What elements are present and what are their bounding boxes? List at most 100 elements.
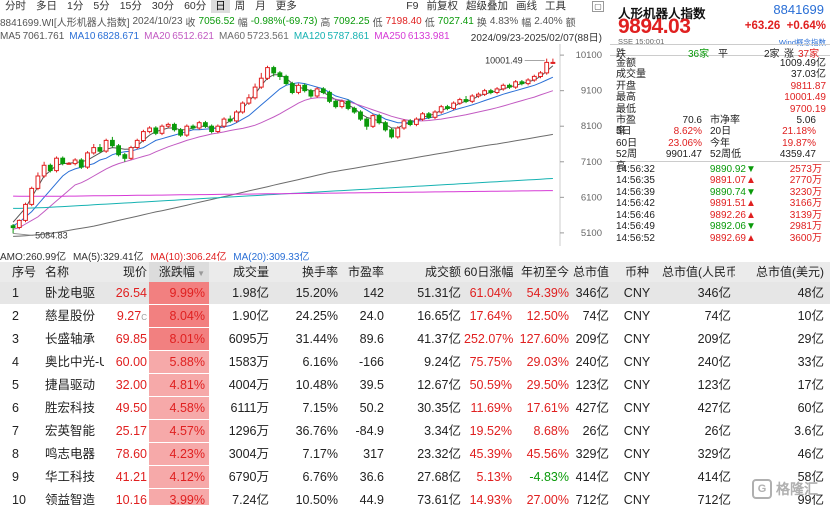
ratio-value: 9901.47: [665, 149, 702, 161]
candle-down: [47, 164, 53, 172]
stock-name[interactable]: 领益智造: [45, 493, 96, 505]
tool-4[interactable]: 工具: [545, 0, 566, 12]
stock-name[interactable]: 捷昌驱动: [45, 378, 96, 392]
tab-period-2[interactable]: 1分: [67, 0, 84, 12]
table-row[interactable]: 1 卧龙电驱 26.54 9.99% 1.98亿 15.20% 142 51.31亿 61.04…: [0, 282, 830, 305]
candle-up: [432, 111, 438, 118]
stock-name[interactable]: 鸣志电器: [45, 447, 96, 461]
market-cap: 74亿: [582, 309, 609, 323]
market-cap: 414亿: [575, 470, 609, 484]
column-header-8[interactable]: 60日涨幅: [464, 262, 514, 282]
tool-0[interactable]: F9: [406, 0, 419, 12]
tab-period-5[interactable]: 30分: [151, 0, 175, 12]
column-header-10[interactable]: 总市值: [572, 262, 612, 282]
column-header-5[interactable]: 换手率: [272, 262, 341, 282]
stock-name[interactable]: 奥比中光-U: [45, 355, 104, 369]
table-row[interactable]: 9 华工科技 41.21 4.12% 6790万 6.76% 36.6 27.68亿 5.13%…: [0, 466, 830, 489]
pe-ratio: 24.0: [359, 309, 384, 323]
column-header-7[interactable]: 成交额: [387, 262, 464, 282]
market-cap: 712亿: [575, 493, 609, 505]
candle-up: [482, 90, 488, 95]
candle-up: [395, 127, 401, 138]
tab-period-0[interactable]: 分时: [5, 0, 26, 12]
price-value: 9.27: [116, 309, 142, 323]
column-header-label: 涨跌幅: [158, 265, 195, 279]
tool-3[interactable]: 画线: [516, 0, 537, 12]
ma-line-ma250: [13, 190, 553, 197]
candle-down: [308, 90, 314, 97]
stock-name[interactable]: 卧龙电驱: [45, 286, 96, 300]
y-tick-label: 9100: [581, 86, 602, 97]
table-row[interactable]: 4 奥比中光-U 60.00 5.88% 1583万 6.16% -166 9.24亿 75.7…: [0, 351, 830, 374]
turnover: 7.15%: [302, 401, 338, 415]
table-row[interactable]: 10 领益智造 10.16 3.99% 7.24亿 10.50% 44.9 73.61亿 14.…: [0, 489, 830, 505]
candle-down: [97, 147, 103, 152]
table-row[interactable]: 6 胜宏科技 49.50 4.58% 6111万 7.15% 50.2 30.35亿 11.69…: [0, 397, 830, 420]
stock-name[interactable]: 长盛轴承: [45, 332, 96, 346]
change-60d: 45.39%: [469, 447, 512, 461]
market-cap: 240亿: [575, 355, 609, 369]
quote-change: +63.26 +0.64%: [744, 20, 826, 32]
stock-name[interactable]: 慈星股份: [45, 309, 96, 323]
column-header-2[interactable]: 现价: [104, 262, 149, 282]
table-row[interactable]: 5 捷昌驱动 32.00 4.81% 4004万 10.48% 39.5 12.67亿 50.5…: [0, 374, 830, 397]
column-header-3[interactable]: 涨跌幅 ▼: [149, 262, 209, 282]
change-pct: 4.23%: [149, 443, 209, 465]
stock-name[interactable]: 宏英智能: [45, 424, 96, 438]
tab-period-9[interactable]: 月: [255, 0, 266, 12]
candle-down: [351, 107, 357, 113]
tool-1[interactable]: 前复权: [426, 0, 459, 12]
candle-up: [246, 97, 252, 104]
column-header-11[interactable]: 币种: [612, 262, 662, 282]
table-row[interactable]: 2 慈星股份 9.27C 8.04% 1.90亿 24.25% 24.0 16.65亿 17.6…: [0, 305, 830, 328]
row-number: 9: [12, 470, 19, 484]
pe-ratio: -166: [358, 355, 384, 369]
table-row[interactable]: 3 长盛轴承 69.85 8.01% 6095万 31.44% 89.6 41.37亿 252.…: [0, 328, 830, 351]
column-header-9[interactable]: 年初至今: [514, 262, 572, 282]
tab-period-8[interactable]: 周: [234, 0, 246, 12]
row-number: 2: [12, 309, 19, 323]
table-row[interactable]: 7 宏英智能 25.17 4.57% 1296万 36.76% -84.9 3.34亿 19.5…: [0, 420, 830, 443]
change-pct: 3.99%: [149, 489, 209, 505]
tab-period-1[interactable]: 多日: [36, 0, 57, 12]
settings-square-icon[interactable]: ▢: [592, 1, 604, 12]
candle-up: [35, 175, 41, 189]
tick-row: 14:56:35 9891.07 ▲ 2770万: [616, 175, 826, 187]
tab-period-6[interactable]: 60分: [184, 0, 207, 12]
column-header-label: 成交量: [232, 265, 269, 279]
tab-period-7[interactable]: 日: [211, 0, 230, 13]
column-header-6[interactable]: 市盈率: [341, 262, 387, 282]
column-header-0[interactable]: 序号: [0, 262, 40, 282]
candle-up: [234, 111, 239, 122]
change-60d: 5.13%: [476, 470, 512, 484]
tab-period-3[interactable]: 5分: [93, 0, 110, 12]
column-header-12[interactable]: 总市值(人民币): [662, 262, 735, 282]
quote-source[interactable]: Wind概念指数: [778, 38, 826, 47]
sort-desc-icon[interactable]: ▼: [194, 269, 205, 278]
candle-up: [159, 125, 165, 134]
candle-down: [407, 120, 413, 126]
column-header-1[interactable]: 名称: [40, 262, 104, 282]
column-header-4[interactable]: 成交量: [209, 262, 272, 282]
min-pointer: [13, 233, 34, 236]
candle-up: [103, 139, 109, 152]
candle-up: [544, 61, 550, 74]
table-row[interactable]: 8 鸣志电器 78.60 4.23% 3004万 7.17% 317 23.32亿 45.39%…: [0, 443, 830, 466]
stock-name[interactable]: 华工科技: [45, 470, 96, 484]
column-header-13[interactable]: 总市值(美元): [735, 262, 830, 282]
candlestick-chart[interactable]: 10100 9100 8100 7100 6100 5100 10001.49 5084.83: [0, 44, 604, 246]
quote-code[interactable]: 8841699: [773, 2, 824, 17]
candle-up: [451, 102, 457, 109]
stock-name[interactable]: 胜宏科技: [45, 401, 96, 415]
index-code-name: 8841699.WI[人形机器人指数]: [0, 18, 130, 29]
tab-period-4[interactable]: 15分: [119, 0, 142, 12]
tool-2[interactable]: 超级叠加: [466, 0, 508, 12]
volume: 7.24亿: [232, 493, 269, 505]
market-cap-usd: 17亿: [797, 378, 824, 392]
candle-up: [370, 115, 376, 127]
quote-row: 最高 10001.49: [616, 92, 826, 103]
column-header-label: 总市值(美元): [756, 265, 824, 279]
change-60d: 50.59%: [469, 378, 512, 392]
tab-period-10[interactable]: 更多: [275, 0, 297, 12]
candle-down: [277, 72, 283, 77]
